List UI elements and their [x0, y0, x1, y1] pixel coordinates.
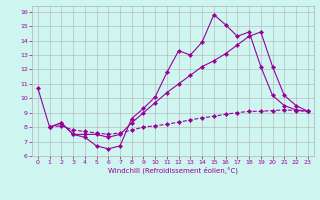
- X-axis label: Windchill (Refroidissement éolien,°C): Windchill (Refroidissement éolien,°C): [108, 167, 238, 174]
